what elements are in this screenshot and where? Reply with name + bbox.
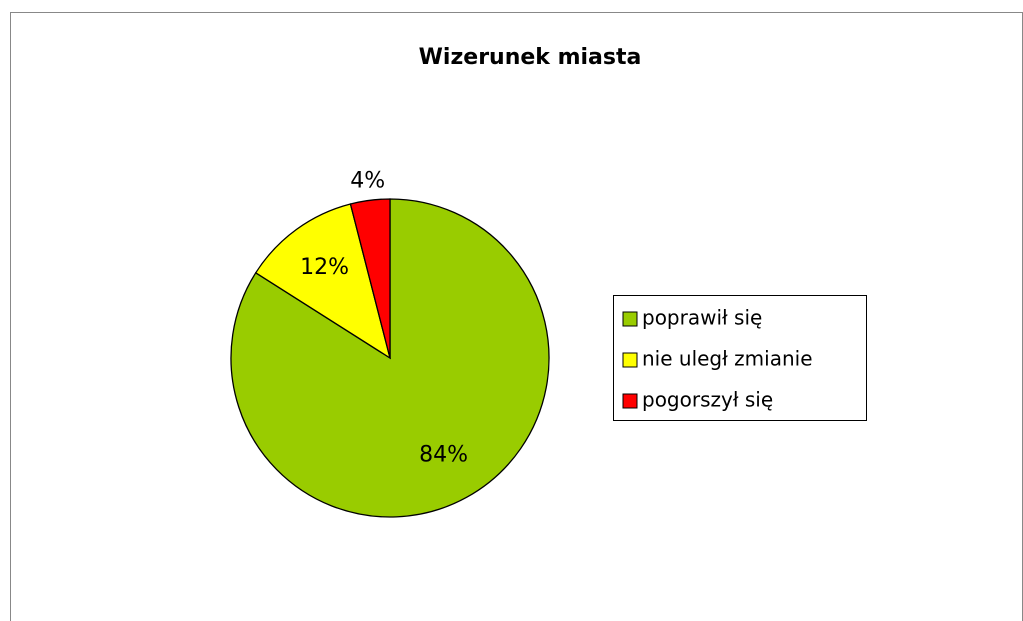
- legend-swatch: [622, 393, 638, 409]
- data-label: 84%: [419, 443, 468, 468]
- legend-label: pogorszył się: [642, 388, 773, 412]
- chart-title: Wizerunek miasta: [419, 45, 642, 70]
- legend-label: poprawił się: [642, 306, 762, 330]
- data-label: 12%: [300, 255, 349, 280]
- legend-label: nie uległ zmianie: [642, 347, 813, 371]
- pie-slice: [254, 203, 392, 360]
- legend-swatch: [622, 352, 638, 368]
- data-label: 4%: [350, 168, 385, 193]
- legend-swatch: [622, 311, 638, 327]
- pie-slice: [349, 198, 391, 359]
- legend-box: [613, 295, 867, 421]
